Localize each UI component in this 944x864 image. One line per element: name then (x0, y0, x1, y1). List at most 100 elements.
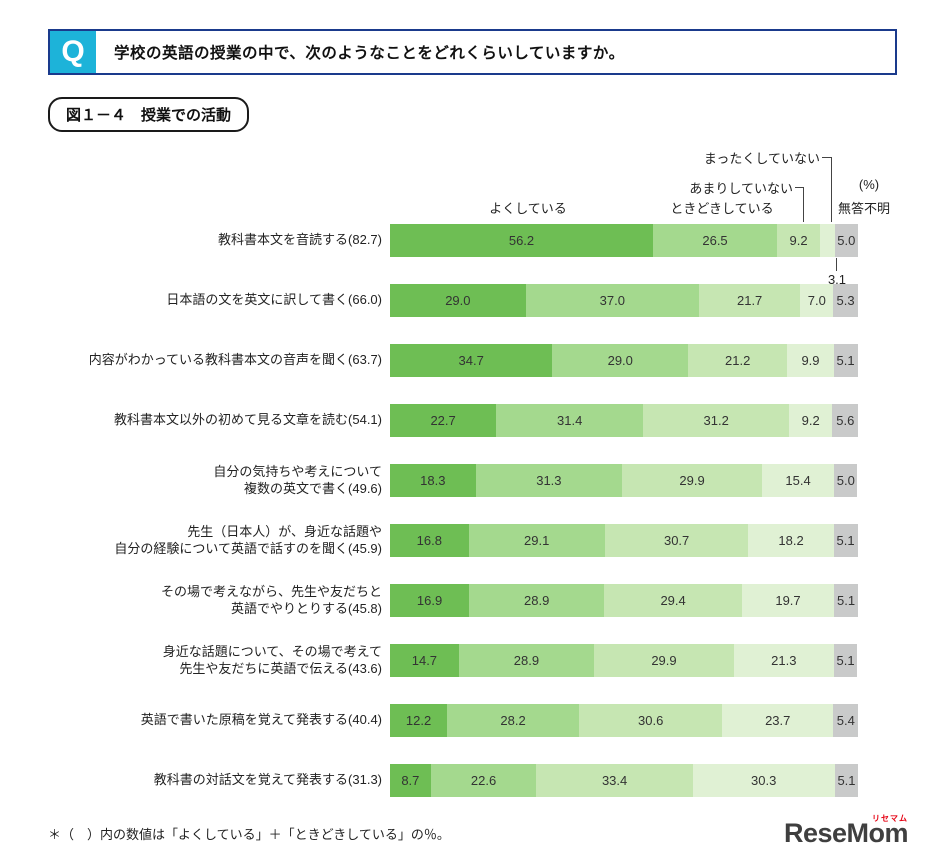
bar-segment: 29.0 (552, 344, 689, 377)
legend-label-often: よくしている (489, 201, 567, 216)
figure-label: 図１－４ 授業での活動 (48, 97, 250, 132)
bar-segment: 22.6 (430, 764, 537, 797)
bar-segment: 21.2 (688, 344, 788, 377)
logo-ruby-text: リセマム (872, 814, 908, 823)
bar-segment: 30.7 (604, 524, 749, 557)
bar-segment: 18.2 (748, 524, 834, 557)
stacked-bar: 16.8 29.1 30.7 18.2 5.1 (390, 524, 858, 557)
stacked-bar: 34.7 29.0 21.2 9.9 5.1 (390, 344, 858, 377)
bar-segment: 37.0 (525, 284, 699, 317)
bar-segment: 9.9 (787, 344, 834, 377)
chart-row: 日本語の文を英文に訳して書く(66.0) 29.0 37.0 21.7 7.0 5.3 (0, 284, 944, 317)
bar-segment: 29.9 (594, 644, 734, 677)
leader-line (822, 157, 832, 158)
bar-segment: 9.2 (777, 224, 821, 257)
stacked-bar: 8.7 22.6 33.4 30.3 5.1 (390, 764, 859, 797)
bar-segment: 29.4 (604, 584, 742, 617)
bar-segment: 34.7 (390, 344, 553, 377)
bar-segment: 23.7 (722, 704, 834, 737)
bar-segment: 18.3 (390, 464, 476, 497)
logo-text: ReseMom (783, 818, 909, 848)
leader-line (831, 157, 832, 222)
bar-segment: 30.3 (692, 764, 835, 797)
bar-segment: 16.8 (390, 524, 469, 557)
bar-segment: 5.1 (833, 644, 858, 677)
chart-row: 英語で書いた原稿を覚えて発表する(40.4) 12.2 28.2 30.6 23.7 5.… (0, 704, 944, 737)
bar-segment: 21.3 (733, 644, 834, 677)
chart-row: その場で考えながら、先生や友だちと 英語でやりとりする(45.8) 16.9 28.… (0, 584, 944, 617)
row-label: 英語で書いた原稿を覚えて発表する(40.4) (140, 712, 382, 728)
bar-segment: 5.4 (833, 704, 859, 737)
bar-segment: 19.7 (741, 584, 835, 617)
bar-segment: 8.7 (390, 764, 431, 797)
bar-segment: 5.6 (832, 404, 859, 437)
bar-segment: 29.9 (622, 464, 763, 497)
bar-segment: 5.1 (834, 584, 858, 617)
bar-segment: 5.1 (833, 344, 858, 377)
row-label: 身近な話題について、その場で考えて 先生や友だちに英語で伝える(43.6) (162, 643, 382, 676)
bar-segment: 5.3 (833, 284, 858, 317)
bar-segment: 5.1 (833, 524, 858, 557)
bar-segment: 16.9 (390, 584, 470, 617)
bar-segment: 7.0 (800, 284, 834, 317)
bar-segment (820, 224, 835, 257)
legend-label-no-answer: 無答不明 (837, 201, 891, 216)
row-label: 先生（日本人）が、身近な話題や 自分の経験について英語で話すのを聞く(45.9) (114, 523, 382, 556)
bar-segment: 5.1 (834, 764, 859, 797)
bar-segment: 12.2 (390, 704, 448, 737)
callout-value: 3.1 (827, 272, 847, 287)
chart-row: 先生（日本人）が、身近な話題や 自分の経験について英語で話すのを聞く(45.9)… (0, 524, 944, 557)
bar-segment: 14.7 (390, 644, 459, 677)
unit-label: (%) (858, 177, 880, 192)
chart-row: 内容がわかっている教科書本文の音声を聞く(63.7) 34.7 29.0 21.2 9.… (0, 344, 944, 377)
bar-segment: 5.0 (834, 224, 858, 257)
chart-rows: 教科書本文を音読する(82.7) 56.2 26.5 9.2 5.0 日本語の文を英文に訳… (0, 224, 944, 824)
bar-segment: 15.4 (762, 464, 835, 497)
bar-segment: 28.9 (458, 644, 595, 677)
bar-segment: 31.4 (496, 404, 644, 437)
row-label: その場で考えながら、先生や友だちと 英語でやりとりする(45.8) (160, 583, 382, 616)
bar-segment: 5.0 (834, 464, 858, 497)
row-label: 教科書の対話文を覚えて発表する(31.3) (153, 772, 382, 788)
bar-segment: 29.1 (468, 524, 605, 557)
row-label: 教科書本文を音読する(82.7) (218, 232, 382, 248)
q-badge-icon: Q (50, 31, 96, 73)
stacked-bar: 29.0 37.0 21.7 7.0 5.3 (390, 284, 858, 317)
chart-row: 教科書本文以外の初めて見る文章を読む(54.1) 22.7 31.4 31.2 9.2 5… (0, 404, 944, 437)
stacked-bar: 18.3 31.3 29.9 15.4 5.0 (390, 464, 858, 497)
chart-row: 自分の気持ちや考えについて 複数の英文で書く(49.6) 18.3 31.3 29.9… (0, 464, 944, 497)
legend-label-not-much: あまりしていない (689, 181, 793, 196)
row-label: 教科書本文以外の初めて見る文章を読む(54.1) (114, 412, 382, 428)
row-label: 自分の気持ちや考えについて 複数の英文で書く(49.6) (213, 463, 382, 496)
bar-segment: 31.3 (475, 464, 623, 497)
legend-label-sometimes: ときどきしている (670, 201, 774, 216)
bar-segment: 30.6 (579, 704, 723, 737)
stacked-bar: 22.7 31.4 31.2 9.2 5.6 (390, 404, 859, 437)
stacked-bar: 14.7 28.9 29.9 21.3 5.1 (390, 644, 858, 677)
bar-segment: 28.9 (469, 584, 605, 617)
stacked-bar-chart: まったくしていない あまりしていない ときどきしている よくしている (%) 無… (0, 140, 944, 812)
bar-segment: 33.4 (536, 764, 693, 797)
chart-row: 教科書の対話文を覚えて発表する(31.3) 8.7 22.6 33.4 30.3 5.1 (0, 764, 944, 797)
callout-line (836, 258, 837, 271)
footnote: ＊（ ）内の数値は「よくしている」＋「ときどきしている」の％。 (48, 827, 450, 842)
bar-segment: 9.2 (789, 404, 833, 437)
row-label: 日本語の文を英文に訳して書く(66.0) (166, 292, 382, 308)
stacked-bar: 16.9 28.9 29.4 19.7 5.1 (390, 584, 858, 617)
resemom-logo: ReseMom リセマム (783, 814, 909, 849)
stacked-bar: 56.2 26.5 9.2 5.0 (390, 224, 858, 257)
bar-segment: 26.5 (653, 224, 778, 257)
chart-row: 身近な話題について、その場で考えて 先生や友だちに英語で伝える(43.6) 14.… (0, 644, 944, 677)
bar-segment: 29.0 (390, 284, 526, 317)
bar-segment: 28.2 (447, 704, 580, 737)
leader-line (803, 187, 804, 222)
row-label: 内容がわかっている教科書本文の音声を聞く(63.7) (88, 352, 382, 368)
bar-segment: 56.2 (390, 224, 654, 257)
bar-segment: 21.7 (698, 284, 801, 317)
leader-line (795, 187, 804, 188)
stacked-bar: 12.2 28.2 30.6 23.7 5.4 (390, 704, 859, 737)
question-text: 学校の英語の授業の中で、次のようなことをどれくらいしていますか。 (114, 45, 625, 62)
legend-label-not-at-all: まったくしていない (703, 151, 820, 166)
bar-segment: 31.2 (643, 404, 790, 437)
